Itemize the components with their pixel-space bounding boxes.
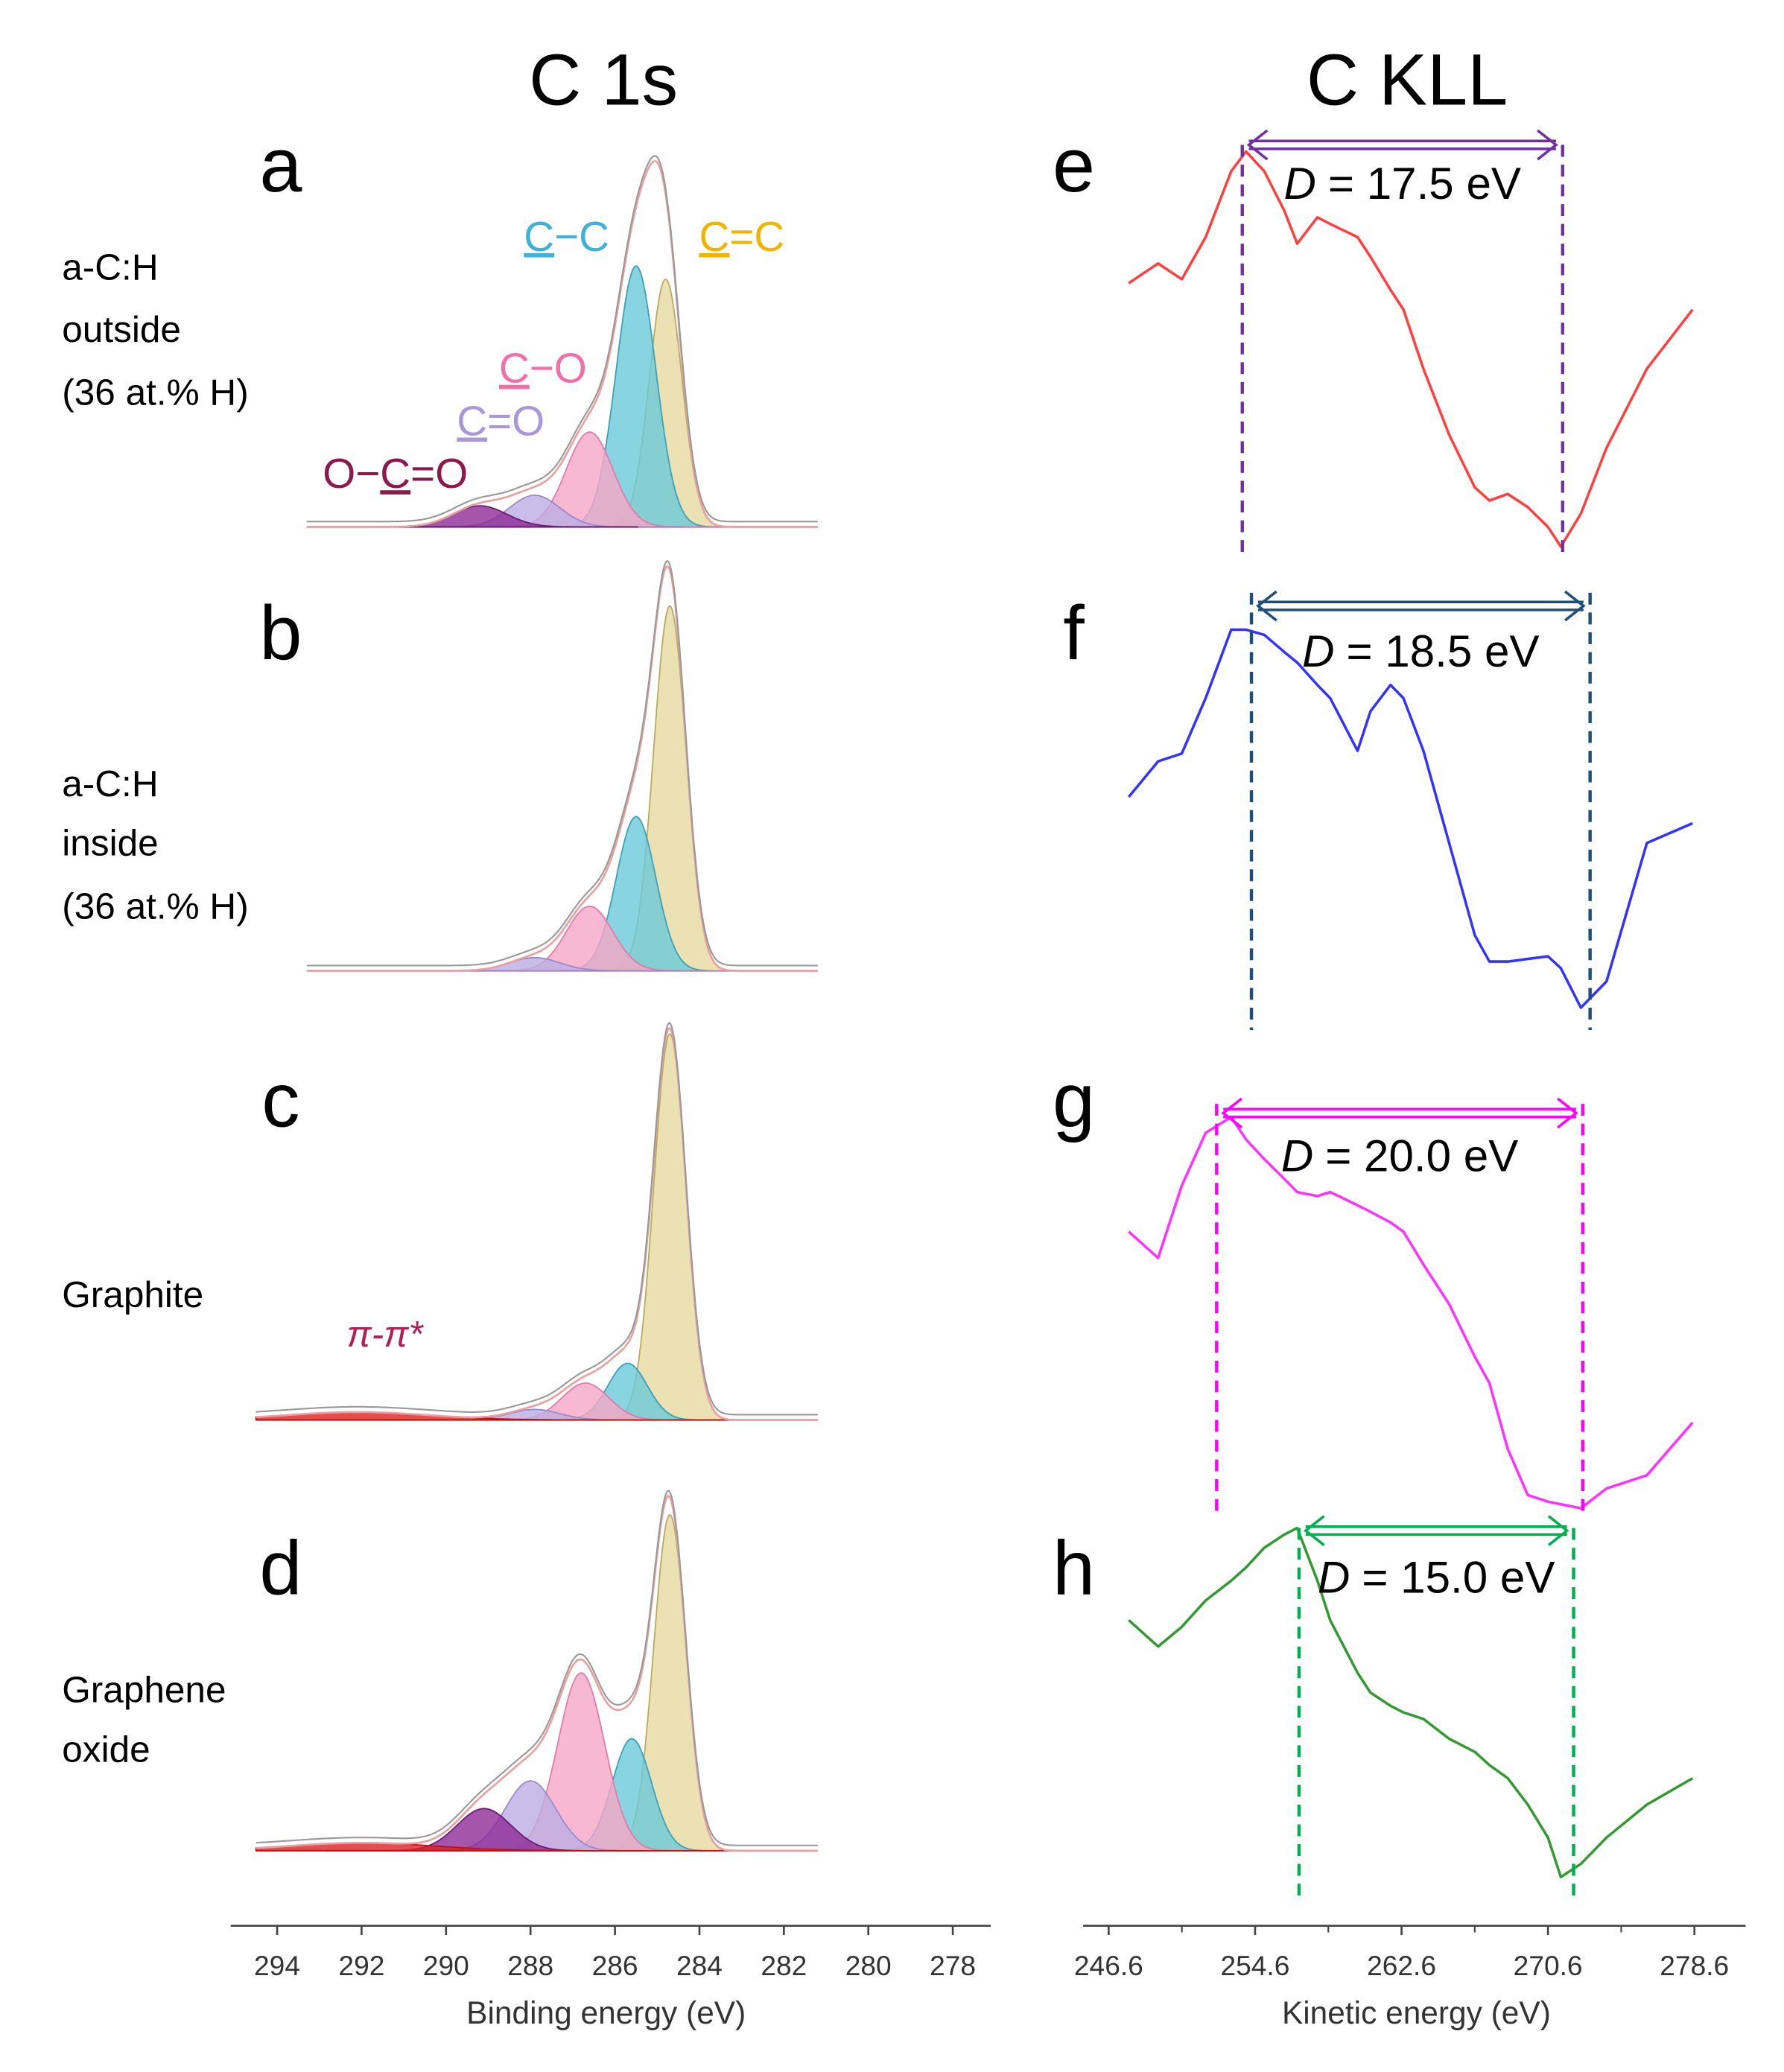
panel-letter: d <box>259 1525 302 1611</box>
panel-letter: f <box>1063 590 1085 676</box>
spacing-label: D = 20.0 eV <box>1281 1131 1518 1180</box>
arrow-head <box>1303 1515 1325 1546</box>
x-tick-label: 262.6 <box>1367 1950 1436 1981</box>
spacing-symbol: D <box>1302 626 1334 676</box>
sample-label: Graphite <box>62 1274 203 1315</box>
sample-label: inside <box>62 823 158 864</box>
spacing-arrow <box>1303 1515 1569 1546</box>
x-tick-label: 278 <box>930 1950 976 1981</box>
x-axis-title: Kinetic energy (eV) <box>1282 1995 1551 2030</box>
fit-component <box>520 265 752 528</box>
x-tick-label: 290 <box>423 1950 469 1981</box>
component-label: C=O <box>457 397 545 444</box>
x-tick-label: 286 <box>592 1950 638 1981</box>
arrow-head <box>1557 1097 1578 1129</box>
fit-envelope <box>255 1027 818 1421</box>
component-label: C=C <box>699 213 784 260</box>
spacing-symbol: D <box>1281 1131 1313 1180</box>
panel-header: C 1s <box>529 39 678 121</box>
x-tick-label: 288 <box>507 1950 553 1981</box>
arrow-head <box>1537 129 1558 161</box>
sample-label: a-C:H <box>62 763 158 804</box>
x-tick-label: 284 <box>676 1950 723 1981</box>
spacing-label: D = 18.5 eV <box>1302 626 1539 676</box>
x-tick-label: 292 <box>338 1950 384 1981</box>
spacing-arrow <box>1256 590 1586 622</box>
component-label: O−C=O <box>323 450 468 497</box>
fit-component <box>520 816 752 972</box>
fit-component <box>574 1033 765 1421</box>
panel-letter: e <box>1053 122 1095 208</box>
x-tick-label: 282 <box>761 1950 807 1981</box>
sample-label: (36 at.% H) <box>62 372 248 413</box>
spacing-symbol: D <box>1318 1552 1350 1602</box>
x-tick-label: 270.6 <box>1514 1950 1583 1981</box>
fit-envelope <box>255 1495 818 1852</box>
panel-letter: h <box>1053 1525 1095 1611</box>
x-tick-label: 246.6 <box>1074 1950 1143 1981</box>
spacing-symbol: D <box>1284 159 1316 209</box>
spacing-value: = 18.5 eV <box>1346 626 1539 676</box>
spectrum-line <box>1127 628 1693 1009</box>
spacing-value: = 20.0 eV <box>1325 1131 1518 1180</box>
spacing-value: = 17.5 eV <box>1328 159 1521 209</box>
panel-letter: b <box>259 590 302 676</box>
spacing-label: D = 17.5 eV <box>1284 159 1521 209</box>
arrow-head <box>1221 1097 1243 1129</box>
x-tick-label: 278.6 <box>1660 1950 1729 1981</box>
component-label: C−C <box>524 213 609 260</box>
fit-envelope <box>255 1022 818 1416</box>
sample-label: a-C:H <box>62 247 158 288</box>
fit-envelope <box>306 155 818 523</box>
spectrum-line <box>1128 150 1694 548</box>
x-axis-title: Binding energy (eV) <box>466 1995 746 2030</box>
panel-letter: a <box>259 122 302 208</box>
component-label: π-π* <box>347 1314 425 1355</box>
x-tick-label: 280 <box>845 1950 892 1981</box>
spacing-value: = 15.0 eV <box>1362 1552 1555 1602</box>
fit-envelope <box>306 560 818 967</box>
spacing-arrow <box>1246 129 1558 161</box>
x-tick-label: 294 <box>254 1950 300 1981</box>
spacing-label: D = 15.0 eV <box>1318 1552 1555 1602</box>
sample-label: oxide <box>62 1729 150 1770</box>
sample-label: (36 at.% H) <box>62 886 248 927</box>
fit-envelope <box>255 1490 818 1846</box>
panel-letter: c <box>261 1058 299 1143</box>
arrow-head <box>1256 590 1277 622</box>
sample-label: Graphene <box>62 1670 226 1711</box>
panel-letter: g <box>1053 1058 1095 1143</box>
arrow-head <box>1547 1515 1569 1546</box>
sample-label: outside <box>62 309 181 350</box>
panel-header: C KLL <box>1307 39 1508 121</box>
arrow-head <box>1564 590 1586 622</box>
spacing-arrow <box>1221 1097 1578 1129</box>
fit-envelope <box>306 160 818 528</box>
fit-envelope <box>306 565 818 972</box>
arrow-head <box>1246 129 1269 161</box>
spectrum-line <box>1128 1526 1694 1879</box>
component-label: C−O <box>499 345 587 392</box>
x-tick-label: 254.6 <box>1220 1950 1289 1981</box>
